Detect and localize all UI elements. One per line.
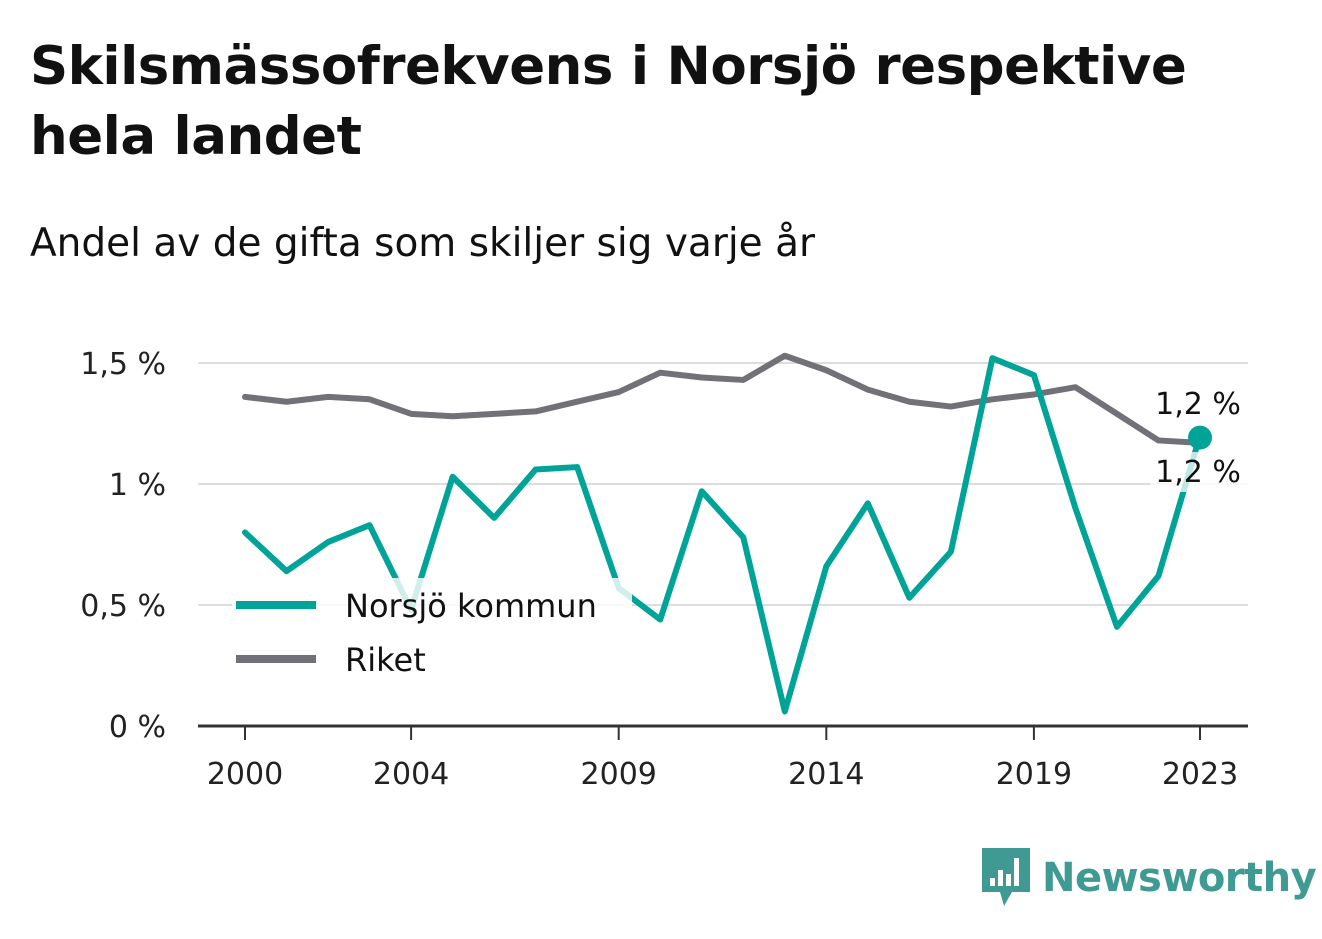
- end-label-riket: 1,2 %: [1155, 455, 1241, 490]
- bar-chart-speech-bubble-icon: [982, 848, 1030, 906]
- x-tick-label: 2019: [996, 757, 1072, 792]
- chart-subtitle: Andel av de gifta som skiljer sig varje …: [30, 221, 816, 266]
- end-labels: 1,2 % 1,2 %: [1150, 387, 1250, 492]
- x-tick-label: 2023: [1162, 757, 1238, 792]
- end-label-backdrop: [1150, 452, 1250, 492]
- x-tick-label: 2004: [373, 757, 449, 792]
- x-tick-label: 2014: [788, 757, 864, 792]
- x-axis-ticks: 2000 2004 2009 2014 2019 2023: [207, 726, 1238, 792]
- end-label-norsjo: 1,2 %: [1155, 387, 1241, 422]
- y-tick-label: 1,5 %: [80, 347, 166, 382]
- y-tick-label: 0,5 %: [80, 589, 166, 624]
- y-axis-ticks: 0 % 0,5 % 1 % 1,5 %: [80, 347, 166, 745]
- chart-title: Skilsmässofrekvens i Norsjö respektive h…: [30, 36, 1187, 167]
- legend: Norsjö kommun Riket: [232, 578, 632, 679]
- y-tick-label: 0 %: [109, 710, 166, 745]
- brand-logo: Newsworthy: [982, 848, 1317, 908]
- end-marker-norsjo: [1188, 425, 1212, 450]
- x-tick-label: 2000: [207, 757, 283, 792]
- legend-label: Norsjö kommun: [345, 587, 597, 625]
- x-tick-label: 2009: [581, 757, 657, 792]
- brand-name: Newsworthy: [1042, 855, 1317, 901]
- series-line-riket: [242, 352, 1203, 446]
- legend-label: Riket: [345, 641, 426, 679]
- y-tick-label: 1 %: [109, 468, 166, 503]
